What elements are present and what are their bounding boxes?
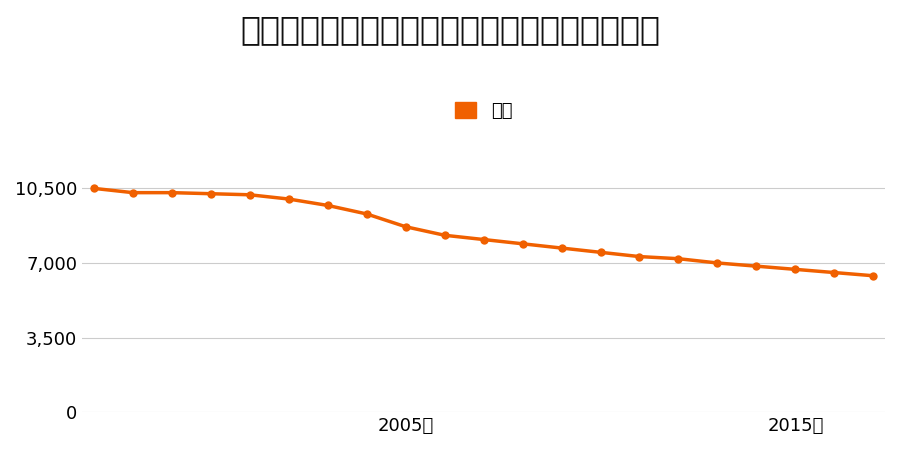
Text: 北海道上川郡愛別町字本町１９０番の地価推移: 北海道上川郡愛別町字本町１９０番の地価推移 [240, 14, 660, 46]
Legend: 価格: 価格 [447, 95, 519, 127]
